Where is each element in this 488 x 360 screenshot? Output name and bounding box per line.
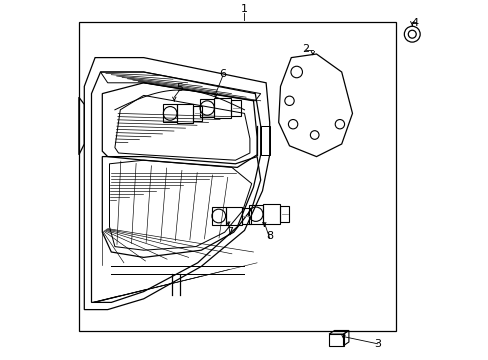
Text: 2: 2 — [302, 44, 308, 54]
Bar — [200, 99, 214, 117]
Text: 4: 4 — [411, 18, 418, 28]
Text: 7: 7 — [226, 227, 233, 237]
Text: 1: 1 — [241, 4, 247, 14]
Bar — [231, 100, 241, 116]
Text: 3: 3 — [373, 339, 381, 349]
Text: 5: 5 — [176, 83, 183, 93]
Bar — [328, 334, 343, 346]
Bar — [79, 22, 395, 331]
Bar — [225, 207, 241, 225]
Bar — [211, 207, 225, 225]
Bar — [263, 204, 280, 224]
Text: 6: 6 — [219, 69, 226, 79]
Bar — [280, 206, 289, 222]
Bar — [163, 104, 177, 122]
Bar — [248, 205, 263, 224]
Bar — [241, 208, 250, 224]
Text: 8: 8 — [265, 231, 273, 241]
Bar — [214, 98, 231, 118]
Bar — [177, 104, 193, 123]
Bar — [193, 106, 202, 121]
